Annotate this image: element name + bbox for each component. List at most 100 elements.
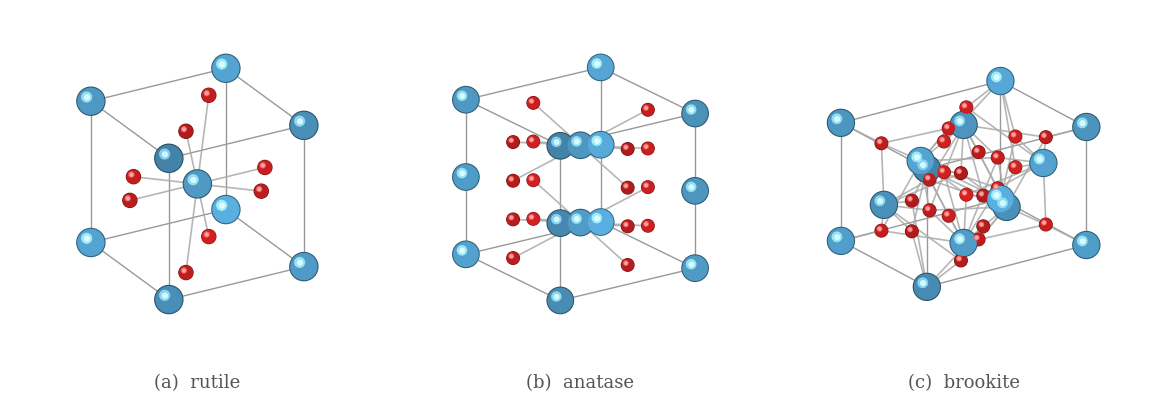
Circle shape [943,123,956,136]
Circle shape [686,106,695,115]
Circle shape [940,169,944,173]
Circle shape [509,177,513,182]
Circle shape [991,152,1004,164]
Text: (c)  brookite: (c) brookite [908,373,1019,391]
Circle shape [987,68,1014,95]
Circle shape [594,62,599,67]
Circle shape [163,294,167,298]
Circle shape [1039,132,1052,144]
Circle shape [127,198,129,200]
Circle shape [507,175,519,188]
Circle shape [130,174,132,176]
Circle shape [964,192,966,194]
Circle shape [911,153,922,162]
Circle shape [875,225,887,237]
Circle shape [548,134,572,158]
Circle shape [572,215,582,224]
Circle shape [642,143,654,155]
Circle shape [978,221,989,233]
Circle shape [925,207,930,211]
Circle shape [909,198,911,200]
Circle shape [297,119,303,125]
Circle shape [258,161,272,175]
Circle shape [987,186,1014,213]
Circle shape [872,193,896,218]
Circle shape [219,63,224,68]
Circle shape [572,138,582,146]
Circle shape [980,193,982,196]
Circle shape [906,225,918,238]
Circle shape [202,231,215,243]
Circle shape [835,235,839,240]
Circle shape [460,94,464,99]
Circle shape [623,223,628,227]
Circle shape [205,234,208,236]
Circle shape [592,214,601,223]
Circle shape [182,129,186,131]
Circle shape [988,69,1012,94]
Circle shape [622,259,634,271]
Circle shape [507,176,519,187]
Circle shape [569,134,592,158]
Circle shape [915,157,939,182]
Circle shape [1030,150,1057,177]
Circle shape [202,89,215,103]
Circle shape [589,211,613,235]
Circle shape [81,234,92,243]
Circle shape [507,253,519,264]
Circle shape [958,258,960,260]
Circle shape [954,168,967,180]
Circle shape [212,197,239,223]
Circle shape [622,221,634,233]
Circle shape [547,288,574,314]
Circle shape [994,76,1000,81]
Circle shape [993,194,1021,221]
Circle shape [621,221,634,233]
Circle shape [945,125,949,130]
Circle shape [623,261,628,265]
Circle shape [915,155,920,160]
Circle shape [295,258,304,267]
Circle shape [957,257,961,261]
Circle shape [688,262,694,267]
Circle shape [906,195,917,207]
Circle shape [997,198,1008,208]
Circle shape [1077,119,1087,128]
Circle shape [979,223,983,227]
Circle shape [938,136,950,148]
Circle shape [510,255,512,258]
Circle shape [623,184,628,188]
Circle shape [156,287,182,313]
Circle shape [554,295,558,300]
Circle shape [925,176,930,180]
Circle shape [978,190,989,203]
Circle shape [621,144,634,156]
Circle shape [260,164,265,168]
Circle shape [1080,122,1086,126]
Circle shape [942,139,944,142]
Circle shape [938,167,950,178]
Circle shape [1077,237,1087,246]
Circle shape [529,177,534,181]
Circle shape [1074,233,1098,258]
Circle shape [454,88,478,113]
Circle shape [202,89,216,103]
Circle shape [551,215,561,224]
Circle shape [623,146,628,150]
Circle shape [547,133,574,160]
Circle shape [1034,155,1044,164]
Circle shape [973,147,985,158]
Circle shape [875,196,885,206]
Circle shape [909,229,911,231]
Circle shape [960,102,973,114]
Circle shape [972,233,985,246]
Circle shape [644,184,648,188]
Circle shape [832,115,842,124]
Circle shape [179,125,193,139]
Circle shape [908,149,933,174]
Circle shape [454,166,478,190]
Circle shape [926,208,929,210]
Text: (b)  anatase: (b) anatase [526,373,635,391]
Circle shape [507,214,519,226]
Circle shape [828,110,854,137]
